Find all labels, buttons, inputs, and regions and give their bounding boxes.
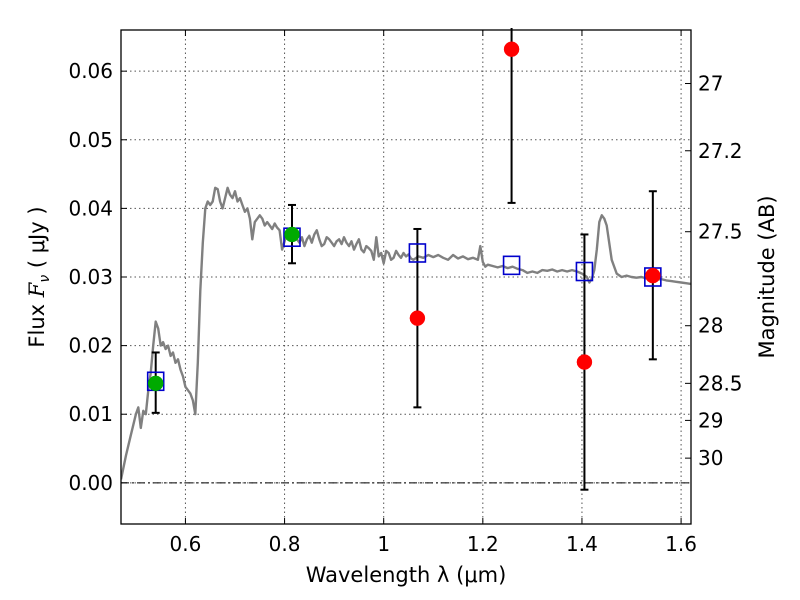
model-photometry-square [408,243,427,263]
measured-flux-point-red [503,41,520,57]
y2-tick-label: 27 [698,72,723,96]
x-tick-label: 0.8 [269,532,301,556]
x-tick-label: 1.6 [665,532,697,556]
y2-tick-label: 28.5 [698,371,743,395]
measured-flux-point-green [147,375,164,392]
x-tick-label: 1 [377,532,390,556]
y-tick-label: 0.02 [68,334,113,358]
ticks: 0.6 0.8 1 1.2 1.4 1.6 0.00 0.01 0.02 0.03 0.04 0.05… [68,30,743,556]
measured-flux-point-green [284,226,300,243]
y-tick-label: 0.03 [68,265,113,289]
y-tick-label: 0.06 [68,59,113,83]
x-tick-label: 0.6 [170,532,202,556]
x-tick-label: 1.2 [467,532,499,556]
y2-tick-label: 27.5 [698,220,743,244]
y-tick-label: 0.00 [68,471,113,495]
y-tick-label: 0.01 [68,402,113,426]
y2-axis-title: Magnitude (AB) [755,195,779,358]
y-axis-title-prefix: Flux [25,297,49,347]
y2-tick-label: 28 [698,314,723,338]
measured-flux-point-red [576,354,593,370]
model-spectrum-line [121,186,691,480]
measured-flux-point-red [645,267,661,284]
x-axis-title: Wavelength λ (μm) [306,563,507,587]
x-tick-label: 1.4 [566,532,598,556]
y-axis-title-suffix: ( μJy ) [25,206,49,274]
y2-tick-label: 27.2 [698,139,743,163]
y-axis-title-subscript: ν [37,275,53,283]
measured-flux-point-red [409,310,426,326]
model-photometry-square [575,261,594,282]
y2-tick-label: 29 [698,408,723,432]
data-layer [121,186,691,480]
y-tick-label: 0.04 [68,196,113,220]
y-axis-title: Flux Fν ( μJy ) [25,206,53,347]
markers [146,41,662,392]
y-tick-label: 0.05 [68,128,113,152]
y-axis-title-symbol: F [25,281,49,298]
y2-tick-label: 30 [698,446,723,470]
model-photometry-square [502,255,521,276]
